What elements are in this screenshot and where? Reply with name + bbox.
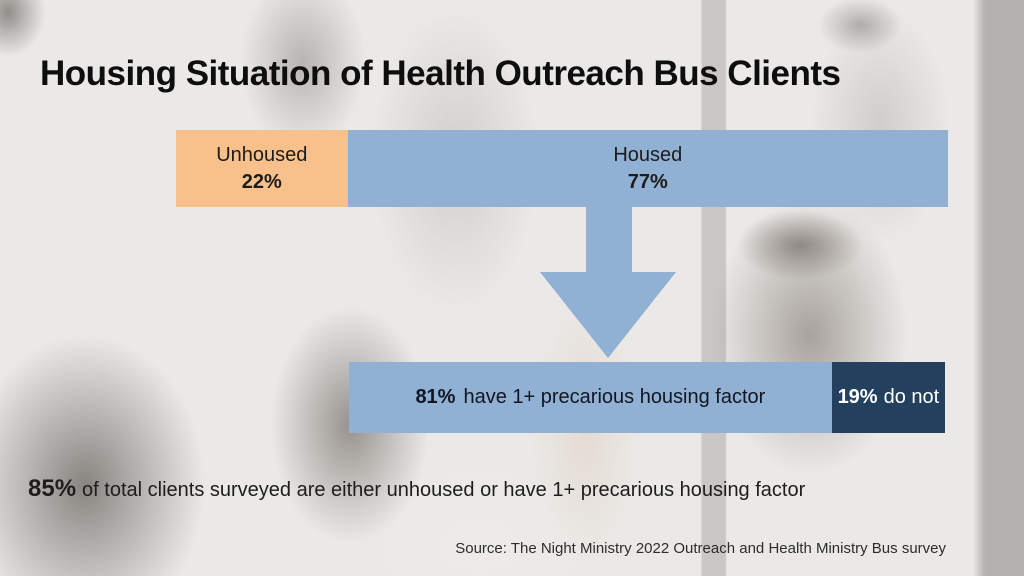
summary-annotation: 85% of total clients surveyed are either … xyxy=(28,475,805,503)
unhoused-label: Unhoused xyxy=(216,143,308,166)
do-not-segment: 19% do not xyxy=(831,362,945,433)
precarious-segment: 81% have 1+ precarious housing factor xyxy=(349,362,832,433)
unhoused-value: 22% xyxy=(241,170,282,193)
summary-text: of total clients surveyed are either unh… xyxy=(82,479,806,501)
precarious-label: have 1+ precarious housing factor xyxy=(463,386,766,408)
housed-breakdown-bar: 81% have 1+ precarious housing factor 19… xyxy=(349,362,945,433)
source-attribution: Source: The Night Ministry 2022 Outreach… xyxy=(455,540,946,557)
housed-value: 77% xyxy=(627,170,668,193)
precarious-value: 81% xyxy=(415,386,456,408)
unhoused-segment: Unhoused 22% xyxy=(176,130,348,207)
do-not-value: 19% xyxy=(837,386,878,408)
housing-status-bar: Unhoused 22% Housed 77% xyxy=(176,130,948,207)
down-arrow-icon xyxy=(540,206,676,358)
page-title: Housing Situation of Health Outreach Bus… xyxy=(40,54,841,93)
do-not-label: do not xyxy=(883,386,940,408)
housed-label: Housed xyxy=(613,143,683,166)
housed-segment: Housed 77% xyxy=(347,130,948,207)
summary-value: 85% xyxy=(28,475,77,502)
